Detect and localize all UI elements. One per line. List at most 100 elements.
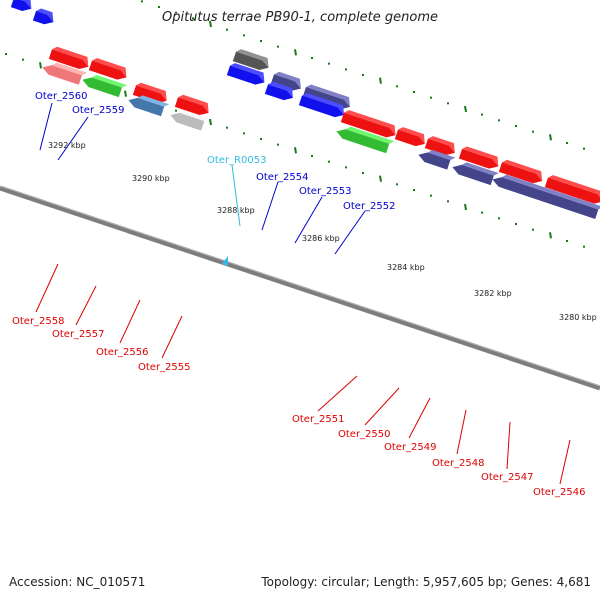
- label-oter-2554[interactable]: Oter_2554: [256, 172, 309, 183]
- gene-red-2558b[interactable]: [88, 57, 129, 82]
- gene-red-2546a-body: [544, 177, 600, 204]
- gene-purple-2549[interactable]: [417, 146, 456, 171]
- leader-oter-2558: [35, 263, 59, 313]
- label-oter-2551[interactable]: Oter_2551: [292, 414, 345, 425]
- label-oter-2559[interactable]: Oter_2559: [72, 105, 125, 116]
- gene-purple-2547-top: [501, 174, 600, 210]
- gene-purple-2549-body: [418, 152, 451, 170]
- label-oter-2558[interactable]: Oter_2558: [12, 316, 65, 327]
- leader-oter-2548: [456, 409, 467, 455]
- label-oter-2557[interactable]: Oter_2557: [52, 329, 105, 340]
- gene-darkgray-2554-top: [236, 49, 269, 68]
- tick-lower: [39, 62, 42, 69]
- gene-red-2549a[interactable]: [424, 135, 458, 158]
- leader-oter-2555: [161, 315, 183, 359]
- label-oter-2560[interactable]: Oter_2560: [35, 91, 88, 102]
- gene-blue-c[interactable]: [32, 7, 56, 27]
- gene-red-2546a[interactable]: [544, 174, 600, 206]
- gene-red-2549a-body: [424, 138, 455, 156]
- kbp-label-3290: 3290 kbp: [132, 174, 170, 183]
- gene-darkgray-2554-body: [232, 51, 269, 71]
- kbp-label-3282: 3282 kbp: [474, 289, 512, 298]
- gene-red-2555a-body: [174, 97, 209, 116]
- gene-red-2555a[interactable]: [174, 94, 212, 118]
- gene-purple-2553-body: [270, 74, 301, 91]
- gene-purple-2553-top: [274, 71, 301, 89]
- gene-red-2558a[interactable]: [48, 46, 91, 72]
- gene-purple-2553[interactable]: [270, 71, 304, 94]
- gene-red-2550[interactable]: [394, 126, 428, 149]
- label-leaders: [35, 102, 571, 485]
- tick-upper: [379, 77, 382, 84]
- gene-blue-c-body: [32, 11, 54, 25]
- leader-oter-2546: [559, 439, 571, 485]
- gene-purple-2548[interactable]: [451, 159, 499, 187]
- leader-oter-r0053: [231, 164, 241, 227]
- tick-upper: [549, 134, 552, 141]
- gene-steel-2556[interactable]: [127, 92, 170, 118]
- label-oter-2556[interactable]: Oter_2556: [96, 347, 149, 358]
- kbp-label-3280: 3280 kbp: [559, 313, 597, 322]
- gene-rna-oter-r0053[interactable]: [222, 256, 228, 266]
- gene-green-2557-body: [82, 77, 122, 98]
- gene-blue-2554[interactable]: [226, 62, 267, 87]
- label-oter-2546[interactable]: Oter_2546: [533, 487, 586, 498]
- kbp-label-3292: 3292 kbp: [48, 141, 86, 150]
- gene-purple-2548-top: [461, 162, 499, 176]
- tick-upper: [294, 49, 297, 56]
- gene-blue-2553[interactable]: [264, 81, 296, 103]
- tick-upper: [209, 20, 212, 28]
- gene-red-2556a-top: [136, 82, 167, 101]
- gene-red-2558b-top: [92, 58, 127, 78]
- gene-blue-2552[interactable]: [298, 92, 347, 120]
- gene-steel-2556-top: [137, 95, 170, 107]
- gene-pink-2558[interactable]: [41, 59, 88, 86]
- gene-red-2558a-top: [52, 46, 89, 67]
- accession-text: Accession: NC_010571: [9, 575, 146, 589]
- leader-oter-2554: [261, 181, 279, 231]
- gene-blue-2552-body: [298, 95, 345, 118]
- gene-steel-2556-body: [128, 97, 165, 117]
- tick-lower: [549, 232, 552, 239]
- gene-red-2548a[interactable]: [458, 145, 501, 171]
- leader-oter-2557: [75, 285, 97, 326]
- gene-red-2556a[interactable]: [132, 82, 170, 106]
- genome-summary-text: Topology: circular; Length: 5,957,605 bp…: [261, 575, 591, 589]
- label-oter-2555[interactable]: Oter_2555: [138, 362, 191, 373]
- gene-pink-2558-body: [42, 65, 82, 85]
- leader-oter-2556: [119, 299, 141, 344]
- genome-backbone: [0, 185, 600, 391]
- label-oter-2550[interactable]: Oter_2550: [338, 429, 391, 440]
- label-oter-2548[interactable]: Oter_2548: [432, 458, 485, 469]
- gene-gray-2555[interactable]: [169, 107, 210, 132]
- gene-purple-2547-body: [492, 177, 599, 219]
- gene-green-2551[interactable]: [335, 123, 395, 155]
- gene-green-2557[interactable]: [81, 71, 128, 98]
- gene-red-2558a-body: [48, 49, 89, 69]
- gene-purple-2547[interactable]: [491, 171, 600, 220]
- gene-darkgray-2554[interactable]: [232, 48, 272, 73]
- gene-red-2551a[interactable]: [340, 109, 399, 140]
- label-oter-2549[interactable]: Oter_2549: [384, 442, 437, 453]
- tick-lower: [294, 147, 297, 154]
- gene-blue-2554-top: [230, 63, 265, 83]
- gene-red-2547a[interactable]: [498, 159, 545, 186]
- gene-blue-2554-body: [226, 65, 265, 85]
- label-oter-r0053[interactable]: Oter_R0053: [207, 155, 266, 166]
- kbp-label-3288: 3288 kbp: [217, 206, 255, 215]
- label-oter-2553[interactable]: Oter_2553: [299, 186, 352, 197]
- gene-green-2557-top: [91, 74, 128, 88]
- tick-lower: [209, 118, 212, 126]
- gene-blue-b[interactable]: [10, 0, 34, 13]
- leader-oter-2559: [57, 116, 89, 161]
- label-oter-2547[interactable]: Oter_2547: [481, 472, 534, 483]
- label-oter-2552[interactable]: Oter_2552: [343, 201, 396, 212]
- leader-oter-2553: [294, 196, 323, 244]
- tick-lower: [464, 203, 467, 211]
- leader-oter-2547: [506, 421, 511, 470]
- gene-red-2546a-top: [548, 175, 600, 202]
- gene-red-2556a-body: [132, 85, 167, 104]
- gene-red-2549a-top: [428, 136, 455, 153]
